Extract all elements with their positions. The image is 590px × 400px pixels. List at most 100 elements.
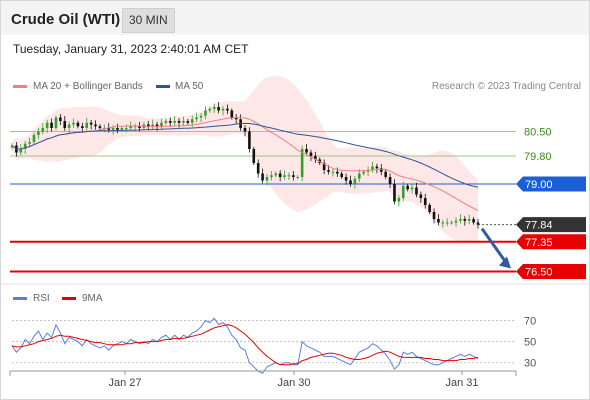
- candle-body: [204, 110, 207, 116]
- candle-body: [76, 122, 80, 127]
- candle-body: [221, 108, 225, 111]
- candle-body: [41, 128, 45, 132]
- candle-body: [120, 128, 124, 130]
- ma20-legend-swatch: [13, 85, 27, 88]
- candle-body: [344, 177, 348, 181]
- candle-body: [151, 124, 154, 127]
- candle-body: [155, 124, 159, 127]
- candle-body: [406, 185, 409, 190]
- candle-body: [450, 222, 453, 224]
- candle-body: [32, 135, 36, 142]
- candle-body: [217, 107, 220, 111]
- support-1-label: 77.35: [525, 237, 553, 249]
- candle-body: [353, 178, 357, 184]
- candle-body: [252, 149, 256, 163]
- x-tick-label: Jan 31: [445, 377, 478, 389]
- candle-body: [226, 108, 229, 111]
- pivot-label: 79.00: [525, 179, 553, 191]
- x-tick-label: Jan 27: [108, 377, 141, 389]
- candle-body: [476, 222, 480, 225]
- candle-body: [173, 121, 176, 123]
- candle-body: [300, 149, 304, 177]
- candle-body: [278, 173, 282, 177]
- candle-body: [133, 126, 137, 128]
- chart-header: Crude Oil (WTI) 30 MIN: [1, 1, 589, 35]
- last-price-label: 77.84: [525, 220, 553, 232]
- candle-body: [177, 121, 181, 123]
- candle-body: [230, 110, 234, 118]
- candle-body: [428, 205, 431, 212]
- rsi-tick-label: 30: [524, 358, 536, 370]
- candle-body: [248, 131, 251, 149]
- candle-body: [340, 173, 344, 177]
- candle-body: [349, 180, 352, 184]
- candle-body: [393, 184, 396, 202]
- candle-body: [305, 149, 308, 153]
- candle-body: [256, 163, 260, 174]
- timeframe-button[interactable]: 30 MIN: [122, 8, 175, 33]
- candle-body: [401, 185, 405, 198]
- rsi-tick-label: 50: [524, 337, 536, 349]
- candle-body: [63, 121, 67, 128]
- candle-body: [454, 220, 458, 223]
- candle-body: [331, 171, 335, 173]
- candle-body: [463, 219, 467, 221]
- candle-body: [243, 128, 247, 132]
- candle-body: [327, 170, 330, 172]
- candle-body: [309, 152, 313, 156]
- resistance-1-label: 80.50: [524, 127, 552, 139]
- ma20-legend-label: MA 20 + Bollinger Bands: [33, 81, 143, 92]
- instrument-title: Crude Oil (WTI): [11, 11, 121, 28]
- rsi-legend-swatch: [13, 297, 27, 300]
- candle-body: [419, 194, 423, 198]
- candle-body: [138, 126, 141, 128]
- candle-body: [296, 177, 300, 178]
- candle-body: [445, 222, 449, 224]
- rsi-legend-label: RSI: [33, 293, 50, 304]
- candle-body: [125, 128, 128, 129]
- rsi-ma-legend-swatch: [62, 297, 76, 300]
- candle-body: [186, 121, 190, 123]
- candle-body: [23, 143, 27, 149]
- forecast-arrow-shaft: [480, 227, 508, 264]
- candle-body: [160, 122, 163, 127]
- candle-body: [195, 117, 198, 120]
- candle-body: [292, 175, 295, 177]
- bollinger-band: [12, 76, 478, 242]
- candle-body: [388, 177, 392, 184]
- candle-body: [261, 173, 264, 181]
- candle-body: [234, 117, 238, 120]
- candle-body: [81, 126, 84, 128]
- support-1-label-tag: [516, 234, 586, 250]
- candle-body: [72, 122, 75, 125]
- candle-body: [441, 222, 445, 224]
- rsi-ma-line: [11, 324, 479, 366]
- candle-body: [384, 171, 387, 177]
- candle-body: [89, 122, 93, 125]
- candle-body: [358, 173, 361, 179]
- forecast-arrow-head: [499, 256, 511, 269]
- candle-body: [50, 122, 53, 128]
- candle-body: [190, 119, 194, 123]
- candle-body: [283, 175, 286, 177]
- candle-body: [270, 175, 273, 177]
- last-price-label-tag: [516, 217, 586, 233]
- candle-body: [129, 126, 132, 128]
- support-2-label-tag: [516, 264, 586, 279]
- candle-body: [274, 173, 278, 176]
- candle-body: [379, 168, 383, 172]
- candle-body: [168, 121, 172, 123]
- candle-body: [182, 121, 185, 123]
- candle-body: [410, 187, 414, 190]
- candle-body: [472, 219, 475, 223]
- candle-body: [28, 142, 31, 144]
- candle-body: [423, 198, 427, 205]
- resistance-2-label: 79.80: [524, 151, 552, 163]
- candle-body: [265, 177, 269, 181]
- candle-body: [199, 115, 203, 118]
- candle-body: [437, 219, 440, 223]
- candle-body: [336, 171, 339, 174]
- ma50-line: [11, 122, 479, 188]
- candle-body: [59, 117, 62, 121]
